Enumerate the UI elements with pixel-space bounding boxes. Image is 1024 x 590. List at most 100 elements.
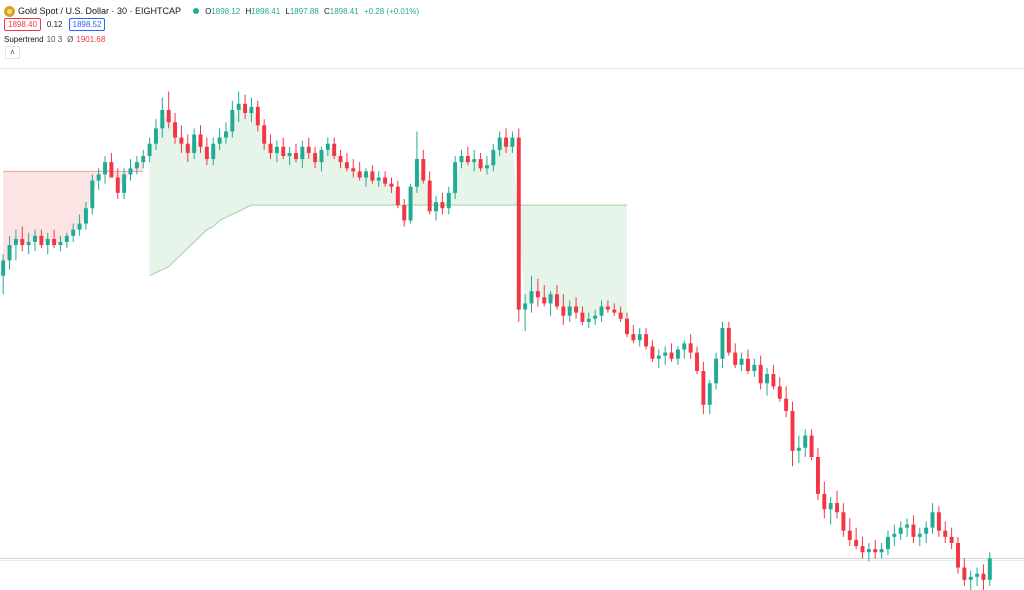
candle-body	[58, 242, 63, 246]
candle-body	[128, 168, 133, 175]
candle-body	[491, 149, 496, 166]
candle-body	[1, 260, 6, 276]
candle-body	[580, 312, 585, 322]
candle-body	[695, 352, 699, 371]
candle-body	[338, 156, 343, 163]
buy-price-button[interactable]: 1898.52	[68, 18, 106, 31]
candle-body	[561, 306, 566, 316]
supertrend-fill-bull-1	[149, 106, 627, 327]
candle-body	[873, 549, 878, 553]
candle-body	[574, 306, 579, 313]
candle-body	[784, 398, 789, 411]
candle-body	[771, 374, 776, 387]
candle-body	[930, 512, 935, 528]
candle-body	[179, 137, 184, 144]
candle-body	[892, 533, 897, 537]
close-value: 1898.41	[329, 6, 359, 16]
candle-body	[593, 315, 598, 319]
candle-body	[370, 171, 375, 181]
candle-body	[300, 146, 305, 160]
candle-body	[7, 245, 12, 261]
candle-body	[33, 235, 37, 242]
candle-body	[554, 294, 559, 307]
candle-body	[421, 159, 426, 181]
candle-body	[905, 524, 910, 528]
candle-body	[745, 358, 750, 371]
candle-body	[987, 558, 992, 580]
candle-body	[975, 573, 980, 577]
candle-body	[287, 152, 292, 156]
candle-body	[497, 137, 502, 150]
candle-body	[835, 503, 840, 513]
indicator-legend[interactable]: Supertrend 10 3 Ø 1901.68	[4, 34, 105, 44]
candle-body	[529, 291, 534, 304]
ohlc-values: O1898.12 H1898.41 L1897.88 C1898.41 +0.2…	[205, 7, 422, 16]
candle-body	[13, 238, 18, 246]
candle-body	[739, 358, 744, 365]
candle-body	[427, 180, 432, 212]
candle-body	[383, 177, 388, 184]
chart-top-border	[0, 68, 1024, 69]
candle-body	[809, 435, 814, 457]
candle-body	[637, 334, 642, 341]
chevron-up-icon: ˄	[10, 48, 15, 57]
indicator-params: 10 3	[46, 34, 63, 44]
candle-body	[376, 177, 381, 181]
candle-body	[389, 183, 394, 187]
candle-body	[204, 146, 209, 160]
candle-body	[332, 143, 337, 156]
candle-body	[701, 371, 706, 405]
candle-body	[644, 334, 649, 347]
candle-body	[414, 159, 419, 187]
candle-body	[968, 576, 973, 580]
candle-body	[879, 549, 884, 553]
candle-body	[956, 543, 960, 568]
candle-body	[211, 143, 216, 160]
candle-body	[484, 165, 489, 169]
market-open-dot-icon	[193, 8, 200, 14]
candle-body	[64, 235, 69, 242]
candle-body	[612, 309, 617, 313]
indicator-name: Supertrend	[4, 34, 44, 44]
close-label: C	[324, 6, 330, 16]
candle-body	[523, 303, 528, 310]
candle-body	[472, 159, 477, 163]
candle-body	[917, 533, 922, 537]
candle-body	[313, 152, 318, 163]
candle-body	[45, 238, 50, 246]
candle-body	[96, 174, 101, 181]
candle-body	[866, 549, 871, 553]
candle-body	[402, 205, 407, 221]
candle-body	[656, 355, 661, 359]
candle-body	[440, 202, 445, 209]
indicator-symbol: Ø	[67, 34, 74, 44]
candle-body	[134, 162, 139, 169]
candle-body	[26, 242, 31, 246]
open-value: 1898.12	[211, 6, 241, 16]
candle-body	[39, 235, 44, 246]
candle-body	[173, 122, 178, 138]
candle-body	[796, 447, 801, 451]
symbol-title[interactable]: Gold Spot / U.S. Dollar · 30 · EIGHTCAP	[18, 6, 182, 16]
sell-price-button[interactable]: 1898.40	[4, 18, 41, 31]
candle-body	[860, 546, 865, 553]
candle-body	[243, 103, 248, 113]
high-label: H	[245, 6, 252, 16]
candle-body	[395, 186, 400, 206]
candle-body	[90, 180, 95, 209]
candle-body	[274, 146, 279, 153]
candle-body	[535, 291, 540, 298]
candle-body	[459, 156, 464, 163]
candle-body	[962, 567, 967, 580]
candle-body	[599, 306, 604, 316]
candle-body	[281, 146, 286, 156]
collapse-legend-button[interactable]: ˄	[5, 46, 20, 59]
candle-body	[160, 109, 165, 129]
candle-body	[262, 125, 267, 144]
candle-body	[344, 162, 349, 169]
candle-body	[446, 192, 451, 209]
candle-body	[777, 386, 782, 399]
candle-body	[758, 364, 763, 384]
candle-body	[663, 352, 668, 356]
